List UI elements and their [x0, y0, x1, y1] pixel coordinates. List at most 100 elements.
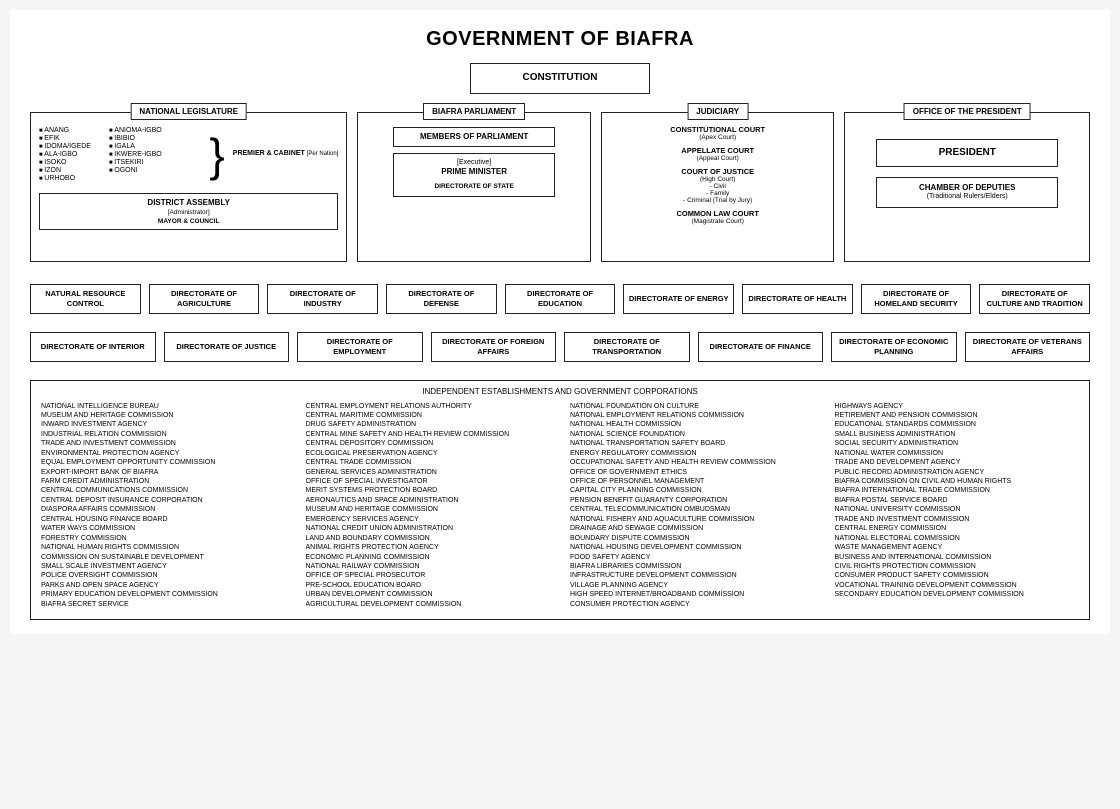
- independent-item: NATIONAL SCIENCE FOUNDATION: [570, 430, 815, 439]
- independent-item: FARM CREDIT ADMINISTRATION: [41, 477, 286, 486]
- directorate-box: DIRECTORATE OF JUSTICE: [164, 332, 290, 362]
- independent-item: OFFICE OF SPECIAL PROSECUTOR: [306, 571, 551, 580]
- independent-item: LAND AND BOUNDARY COMMISSION: [306, 534, 551, 543]
- independent-item: CONSUMER PRODUCT SAFETY COMMISSION: [835, 571, 1080, 580]
- independent-item: GENERAL SERVICES ADMINISTRATION: [306, 468, 551, 477]
- independent-item: BIAFRA SECRET SERVICE: [41, 600, 286, 609]
- nation-item: IBIBIO: [109, 135, 162, 142]
- independent-item: BIAFRA POSTAL SERVICE BOARD: [835, 496, 1080, 505]
- independent-item: NATIONAL TRANSPORTATION SAFETY BOARD: [570, 439, 815, 448]
- independent-item: CENTRAL TRADE COMMISSION: [306, 458, 551, 467]
- independent-item: INDUSTRIAL RELATION COMMISSION: [41, 430, 286, 439]
- independent-item: CENTRAL EMPLOYMENT RELATIONS AUTHORITY: [306, 402, 551, 411]
- independent-item: WATER WAYS COMMISSION: [41, 524, 286, 533]
- independent-item: RETIREMENT AND PENSION COMMISSION: [835, 411, 1080, 420]
- members-of-parliament: MEMBERS OF PARLIAMENT: [393, 127, 555, 147]
- nation-item: IKWERE-IGBO: [109, 151, 162, 158]
- directorate-box: DIRECTORATE OF DEFENSE: [386, 284, 497, 314]
- directorate-box: DIRECTORATE OF EDUCATION: [505, 284, 616, 314]
- court-item: COMMON LAW COURT(Magistrate Court): [610, 209, 826, 225]
- directorate-box: DIRECTORATE OF ENERGY: [623, 284, 734, 314]
- independent-item: OFFICE OF SPECIAL INVESTIGATOR: [306, 477, 551, 486]
- branch-title-judiciary: JUDICIARY: [687, 103, 748, 120]
- chamber-note: (Traditional Rulers/Elders): [882, 193, 1052, 202]
- independent-item: OCCUPATIONAL SAFETY AND HEALTH REVIEW CO…: [570, 458, 815, 467]
- independent-column: HIGHWAYS AGENCYRETIREMENT AND PENSION CO…: [835, 402, 1080, 610]
- directorate-box: NATURAL RESOURCE CONTROL: [30, 284, 141, 314]
- independent-item: PUBLIC RECORD ADMINISTRATION AGENCY: [835, 468, 1080, 477]
- independent-item: EQUAL EMPLOYMENT OPPORTUNITY COMMISSION: [41, 458, 286, 467]
- independent-item: TRADE AND INVESTMENT COMMISSION: [835, 515, 1080, 524]
- executive-note: [Executive]: [399, 159, 549, 168]
- independent-item: EDUCATIONAL STANDARDS COMMISSION: [835, 420, 1080, 429]
- prime-minister-label: PRIME MINISTER: [441, 167, 507, 176]
- independent-item: ECOLOGICAL PRESERVATION AGENCY: [306, 449, 551, 458]
- independent-column: CENTRAL EMPLOYMENT RELATIONS AUTHORITYCE…: [306, 402, 551, 610]
- president-box: PRESIDENT: [876, 139, 1058, 168]
- independent-item: PRE-SCHOOL EDUCATION BOARD: [306, 581, 551, 590]
- directorate-box: DIRECTORATE OF INDUSTRY: [267, 284, 378, 314]
- nation-item: ISOKO: [39, 159, 91, 166]
- independent-item: NATIONAL HEALTH COMMISSION: [570, 420, 815, 429]
- independent-item: SOCIAL SECURITY ADMINISTRATION: [835, 439, 1080, 448]
- directorate-box: DIRECTORATE OF INTERIOR: [30, 332, 156, 362]
- directorate-box: DIRECTORATE OF HOMELAND SECURITY: [861, 284, 972, 314]
- premier-label: PREMIER & CABINET: [233, 150, 305, 157]
- independent-item: OFFICE OF PERSONNEL MANAGEMENT: [570, 477, 815, 486]
- independent-column: NATIONAL INTELLIGENCE BUREAUMUSEUM AND H…: [41, 402, 286, 610]
- independent-item: AERONAUTICS AND SPACE ADMINISTRATION: [306, 496, 551, 505]
- independent-column: NATIONAL FOUNDATION ON CULTURENATIONAL E…: [570, 402, 815, 610]
- independent-item: SMALL BUSINESS ADMINISTRATION: [835, 430, 1080, 439]
- branch-president: OFFICE OF THE PRESIDENT PRESIDENT CHAMBE…: [844, 112, 1090, 262]
- independent-item: NATIONAL HUMAN RIGHTS COMMISSION: [41, 543, 286, 552]
- independent-item: NATIONAL FISHERY AND AQUACULTURE COMMISS…: [570, 515, 815, 524]
- independent-item: BIAFRA LIBRARIES COMMISSION: [570, 562, 815, 571]
- independent-item: OFFICE OF GOVERNMENT ETHICS: [570, 468, 815, 477]
- district-body: MAYOR & COUNCIL: [48, 218, 329, 225]
- independent-item: CONSUMER PROTECTION AGENCY: [570, 600, 815, 609]
- directorate-box: DIRECTORATE OF FOREIGN AFFAIRS: [431, 332, 557, 362]
- independent-item: NATIONAL CREDIT UNION ADMINISTRATION: [306, 524, 551, 533]
- directorate-box: DIRECTORATE OF HEALTH: [742, 284, 853, 314]
- independent-item: CENTRAL DEPOSIT INSURANCE CORPORATION: [41, 496, 286, 505]
- independent-item: CENTRAL MARITIME COMMISSION: [306, 411, 551, 420]
- directorates: NATURAL RESOURCE CONTROLDIRECTORATE OF A…: [30, 284, 1090, 362]
- independent-item: AGRICULTURAL DEVELOPMENT COMMISSION: [306, 600, 551, 609]
- directorates-row-1: NATURAL RESOURCE CONTROLDIRECTORATE OF A…: [30, 284, 1090, 314]
- court-item: COURT OF JUSTICE(High Court)- Civil- Fam…: [610, 167, 826, 204]
- independent-item: FOOD SAFETY AGENCY: [570, 553, 815, 562]
- branch-title-parliament: BIAFRA PARLIAMENT: [423, 103, 525, 120]
- independent-item: DRAINAGE AND SEWAGE COMMISSION: [570, 524, 815, 533]
- prime-minister-box: [Executive] PRIME MINISTER DIRECTORATE O…: [393, 153, 555, 198]
- independent-item: ANIMAL RIGHTS PROTECTION AGENCY: [306, 543, 551, 552]
- nation-item: IGALA: [109, 143, 162, 150]
- directorate-box: DIRECTORATE OF VETERANS AFFAIRS: [965, 332, 1091, 362]
- independent-item: CENTRAL COMMUNICATIONS COMMISSION: [41, 486, 286, 495]
- nation-item: ALA-IGBO: [39, 151, 91, 158]
- independent-item: CIVIL RIGHTS PROTECTION COMMISSION: [835, 562, 1080, 571]
- independent-item: CENTRAL DEPOSITORY COMMISSION: [306, 439, 551, 448]
- directorate-box: DIRECTORATE OF FINANCE: [698, 332, 824, 362]
- nations-list: ANANGEFIKIDOMA/IGEDEALA-IGBOISOKOIZONURH…: [39, 127, 201, 183]
- directorate-of-state: DIRECTORATE OF STATE: [399, 183, 549, 191]
- independent-item: ENERGY REGULATORY COMMISSION: [570, 449, 815, 458]
- independent-item: INWARD INVESTMENT AGENCY: [41, 420, 286, 429]
- independent-item: VOCATIONAL TRAINING DEVELOPMENT COMMISSI…: [835, 581, 1080, 590]
- independent-item: INFRASTRUCTURE DEVELOPMENT COMMISSION: [570, 571, 815, 580]
- independent-item: MUSEUM AND HERITAGE COMMISSION: [306, 505, 551, 514]
- independent-item: BUSINESS AND INTERNATIONAL COMMISSION: [835, 553, 1080, 562]
- independent-item: CAPITAL CITY PLANNING COMMISSION: [570, 486, 815, 495]
- independent-item: BIAFRA COMMISSION ON CIVIL AND HUMAN RIG…: [835, 477, 1080, 486]
- independent-item: POLICE OVERSIGHT COMMISSION: [41, 571, 286, 580]
- court-item: APPELLATE COURT(Appeal Court): [610, 146, 826, 162]
- nation-item: ITSEKIRI: [109, 159, 162, 166]
- independent-item: MERIT SYSTEMS PROTECTION BOARD: [306, 486, 551, 495]
- independent-item: NATIONAL WATER COMMISSION: [835, 449, 1080, 458]
- judiciary-courts: CONSTITUTIONAL COURT(Apex Court)APPELLAT…: [610, 125, 826, 225]
- constitution-box: CONSTITUTION: [470, 63, 650, 94]
- independent-item: MUSEUM AND HERITAGE COMMISSION: [41, 411, 286, 420]
- independent-item: NATIONAL RAILWAY COMMISSION: [306, 562, 551, 571]
- independent-item: COMMISSION ON SUSTAINABLE DEVELOPMENT: [41, 553, 286, 562]
- independent-establishments: INDEPENDENT ESTABLISHMENTS AND GOVERNMEN…: [30, 380, 1090, 621]
- nation-item: ANIOMA-IGBO: [109, 127, 162, 134]
